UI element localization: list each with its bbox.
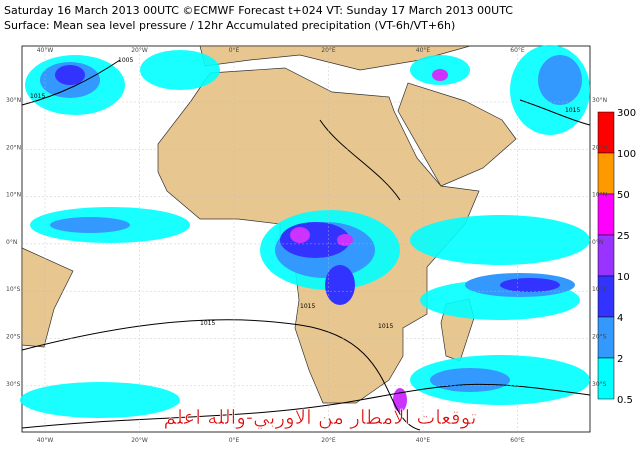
lat-label: 0°N (6, 239, 17, 246)
lat-label: 30°S (6, 381, 21, 388)
lat-label: 10°S (592, 286, 607, 293)
lon-label: 20°W (131, 437, 148, 444)
lon-label: 40°W (37, 437, 54, 444)
lat-label: 20°N (6, 144, 21, 151)
precipitation (20, 45, 590, 418)
map: 1005 1015 1015 1015 1015 1015 توقعات الا… (20, 45, 591, 433)
lat-label: 30°S (592, 381, 607, 388)
lon-label: 0°E (229, 437, 240, 444)
lat-label: 20°S (592, 334, 607, 341)
colorbar-label: 10 (617, 272, 630, 283)
isobar-label: 1015 (378, 323, 393, 330)
colorbar-segment (597, 152, 615, 195)
lat-label: 10°S (6, 286, 21, 293)
isobar-label: 1015 (565, 107, 580, 114)
colorbar-segment (597, 193, 615, 236)
lat-label: 30°N (592, 97, 607, 104)
subtitle-line: Surface: Mean sea level pressure / 12hr … (4, 19, 455, 32)
lat-label: 10°N (6, 192, 21, 199)
colorbar-label: 300 (617, 108, 636, 119)
isobar-label: 1015 (200, 320, 215, 327)
colorbar-label: 4 (617, 313, 623, 324)
colorbar-label: 100 (617, 149, 636, 160)
lon-label: 20°E (321, 437, 336, 444)
isobars (21, 59, 591, 431)
colorbar-label: 50 (617, 190, 630, 201)
isobar-label: 1015 (30, 93, 45, 100)
colorbar-segment (597, 275, 615, 318)
colorbar-label: 0.5 (617, 395, 633, 406)
lat-label: 0°N (592, 239, 603, 246)
isobar-label: 1005 (118, 57, 133, 64)
title-line: Saturday 16 March 2013 00UTC ©ECMWF Fore… (4, 4, 513, 17)
isobar-label: 1015 (300, 303, 315, 310)
lon-label: 40°E (416, 437, 431, 444)
lat-label: 10°N (592, 192, 607, 199)
colorbar: 300 100 50 25 10 4 2 0.5 (597, 108, 636, 406)
colorbar-label: 2 (617, 354, 623, 365)
lat-label: 20°S (6, 334, 21, 341)
colorbar-segment (597, 357, 615, 400)
colorbar-label: 25 (617, 231, 630, 242)
lat-label: 20°N (592, 144, 607, 151)
lat-label: 30°N (6, 97, 21, 104)
lon-label: 60°E (510, 437, 525, 444)
overlay-text: توقعات الامطار من الاوربي-والله اعلم (163, 405, 476, 430)
